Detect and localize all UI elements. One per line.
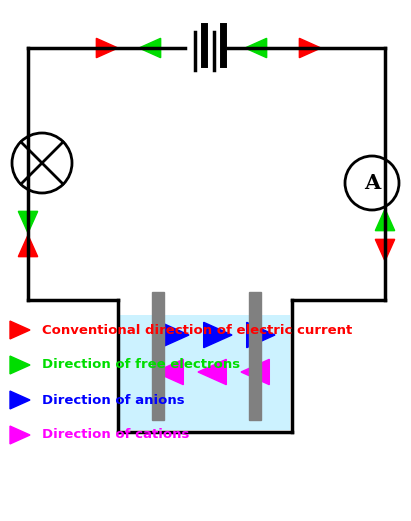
Polygon shape	[10, 426, 30, 444]
Polygon shape	[247, 322, 275, 348]
Bar	[120, 315, 290, 430]
Polygon shape	[204, 322, 232, 348]
Polygon shape	[155, 359, 183, 384]
Text: Direction of free electrons: Direction of free electrons	[42, 358, 240, 371]
Polygon shape	[161, 322, 189, 348]
Text: A: A	[364, 173, 380, 193]
Polygon shape	[18, 235, 38, 257]
Polygon shape	[10, 356, 30, 374]
Bar	[249, 292, 261, 420]
Text: Direction of anions: Direction of anions	[42, 393, 185, 406]
Polygon shape	[241, 359, 269, 384]
Polygon shape	[375, 209, 395, 231]
Polygon shape	[139, 39, 161, 58]
Polygon shape	[18, 212, 38, 233]
Polygon shape	[198, 359, 226, 384]
Text: Conventional direction of electric current: Conventional direction of electric curre…	[42, 324, 352, 337]
Polygon shape	[96, 39, 118, 58]
Polygon shape	[299, 39, 321, 58]
Polygon shape	[10, 391, 30, 409]
Polygon shape	[375, 239, 395, 261]
Polygon shape	[245, 39, 267, 58]
Text: Direction of cations: Direction of cations	[42, 428, 189, 441]
Polygon shape	[10, 321, 30, 339]
Bar	[152, 292, 164, 420]
